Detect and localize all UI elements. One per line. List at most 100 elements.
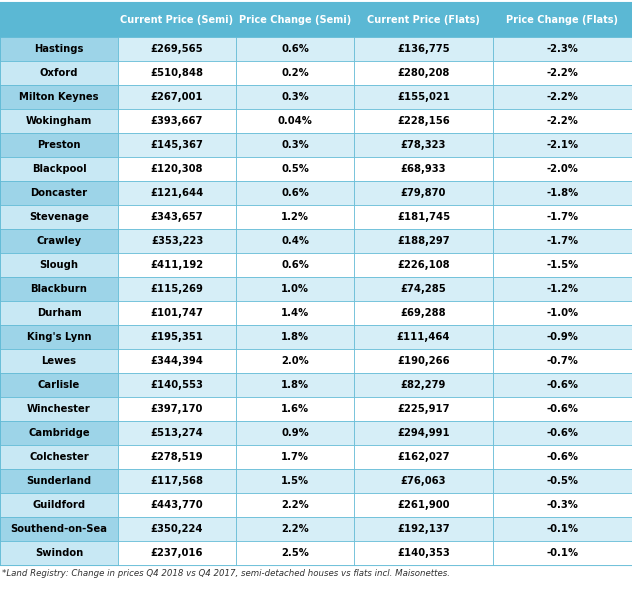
- Text: £78,323: £78,323: [401, 140, 446, 150]
- Text: -1.0%: -1.0%: [547, 308, 578, 318]
- Bar: [0, 253, 118, 277]
- Bar: [236, 493, 354, 517]
- Text: King's Lynn: King's Lynn: [27, 332, 91, 342]
- Text: -0.6%: -0.6%: [547, 452, 578, 462]
- Bar: [493, 37, 632, 61]
- Text: -2.3%: -2.3%: [547, 44, 578, 54]
- Bar: [493, 61, 632, 85]
- Text: -2.1%: -2.1%: [547, 140, 578, 150]
- Text: £353,223: £353,223: [151, 236, 203, 246]
- Text: Swindon: Swindon: [35, 548, 83, 558]
- Bar: [354, 181, 493, 205]
- Text: £443,770: £443,770: [150, 500, 204, 510]
- Bar: [354, 253, 493, 277]
- Text: 0.6%: 0.6%: [281, 44, 309, 54]
- Text: £513,274: £513,274: [150, 428, 204, 438]
- Bar: [0, 421, 118, 445]
- Text: Doncaster: Doncaster: [30, 188, 88, 198]
- Bar: [354, 397, 493, 421]
- Text: £237,016: £237,016: [151, 548, 204, 558]
- Text: -0.3%: -0.3%: [547, 500, 578, 510]
- Bar: [236, 133, 354, 157]
- Bar: [354, 349, 493, 373]
- Bar: [0, 37, 118, 61]
- Text: Sunderland: Sunderland: [27, 476, 92, 486]
- Bar: [0, 325, 118, 349]
- Text: Blackpool: Blackpool: [32, 164, 87, 174]
- Text: £82,279: £82,279: [401, 380, 446, 390]
- Bar: [236, 109, 354, 133]
- Bar: [0, 85, 118, 109]
- Bar: [118, 373, 236, 397]
- Bar: [118, 493, 236, 517]
- Text: 1.0%: 1.0%: [281, 284, 309, 294]
- Text: £136,775: £136,775: [397, 44, 450, 54]
- Bar: [236, 61, 354, 85]
- Bar: [118, 445, 236, 469]
- Text: Wokingham: Wokingham: [26, 116, 92, 126]
- Text: 0.9%: 0.9%: [281, 428, 309, 438]
- Bar: [236, 3, 354, 37]
- Bar: [118, 517, 236, 541]
- Text: Southend-on-Sea: Southend-on-Sea: [11, 524, 107, 534]
- Text: £393,667: £393,667: [151, 116, 203, 126]
- Bar: [354, 205, 493, 229]
- Text: Cambridge: Cambridge: [28, 428, 90, 438]
- Bar: [354, 373, 493, 397]
- Bar: [493, 445, 632, 469]
- Bar: [0, 205, 118, 229]
- Text: -0.6%: -0.6%: [547, 404, 578, 414]
- Text: £76,063: £76,063: [401, 476, 446, 486]
- Bar: [118, 61, 236, 85]
- Text: 0.04%: 0.04%: [277, 116, 312, 126]
- Text: 2.2%: 2.2%: [281, 524, 309, 534]
- Text: £162,027: £162,027: [398, 452, 450, 462]
- Bar: [493, 493, 632, 517]
- Bar: [118, 349, 236, 373]
- Bar: [354, 37, 493, 61]
- Text: £267,001: £267,001: [151, 92, 204, 102]
- Bar: [493, 277, 632, 301]
- Text: Hastings: Hastings: [34, 44, 83, 54]
- Bar: [493, 157, 632, 181]
- Text: Preston: Preston: [37, 140, 81, 150]
- Bar: [236, 325, 354, 349]
- Text: £140,353: £140,353: [397, 548, 450, 558]
- Bar: [493, 349, 632, 373]
- Bar: [0, 133, 118, 157]
- Text: -1.5%: -1.5%: [547, 260, 579, 270]
- Bar: [354, 325, 493, 349]
- Text: £280,208: £280,208: [398, 68, 450, 78]
- Bar: [354, 469, 493, 493]
- Bar: [354, 61, 493, 85]
- Text: £140,553: £140,553: [150, 380, 204, 390]
- Text: £278,519: £278,519: [150, 452, 204, 462]
- Text: £120,308: £120,308: [151, 164, 204, 174]
- Bar: [118, 133, 236, 157]
- Bar: [118, 229, 236, 253]
- Text: -1.7%: -1.7%: [547, 212, 578, 222]
- Text: £121,644: £121,644: [150, 188, 204, 198]
- Bar: [354, 157, 493, 181]
- Bar: [493, 85, 632, 109]
- Text: 2.5%: 2.5%: [281, 548, 309, 558]
- Bar: [236, 445, 354, 469]
- Bar: [118, 325, 236, 349]
- Text: -0.1%: -0.1%: [547, 524, 578, 534]
- Text: Current Price (Flats): Current Price (Flats): [367, 15, 480, 25]
- Bar: [236, 349, 354, 373]
- Bar: [118, 541, 236, 565]
- Text: £269,565: £269,565: [150, 44, 204, 54]
- Bar: [236, 373, 354, 397]
- Bar: [0, 493, 118, 517]
- Text: £155,021: £155,021: [397, 92, 450, 102]
- Text: 1.8%: 1.8%: [281, 332, 309, 342]
- Bar: [493, 301, 632, 325]
- Bar: [118, 85, 236, 109]
- Bar: [236, 253, 354, 277]
- Bar: [493, 541, 632, 565]
- Bar: [493, 517, 632, 541]
- Bar: [0, 397, 118, 421]
- Bar: [0, 157, 118, 181]
- Bar: [0, 469, 118, 493]
